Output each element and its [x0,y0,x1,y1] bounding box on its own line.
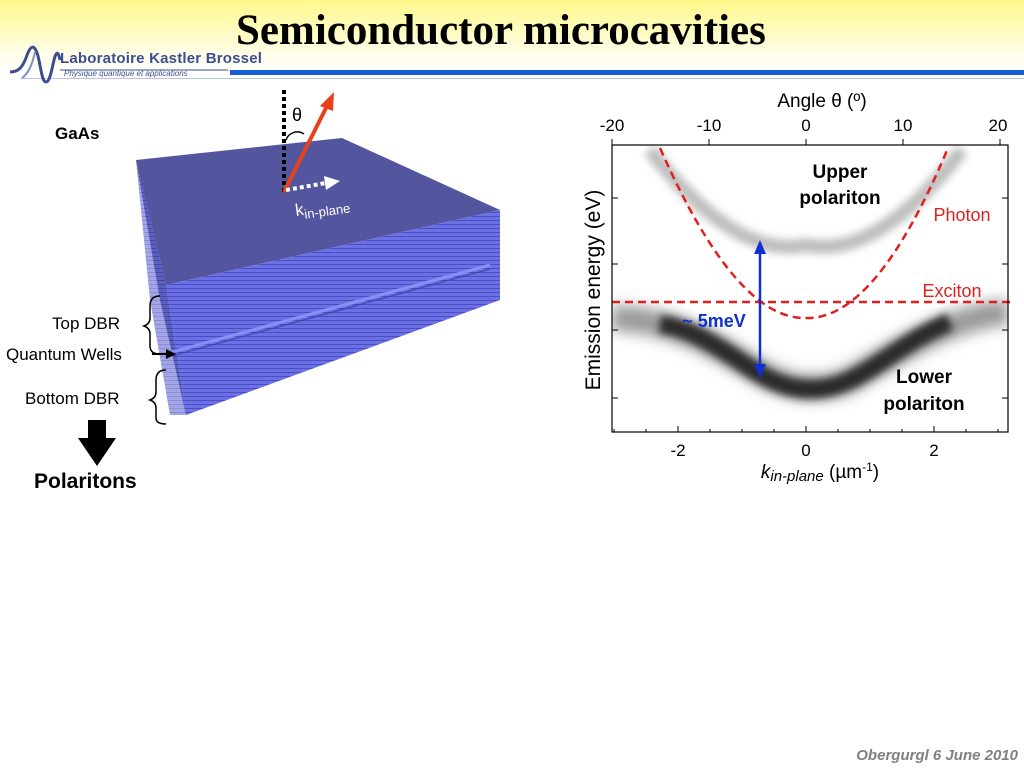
top-axis-title: Angle θ (º) [777,91,866,112]
theta-label: θ [292,105,302,125]
splitting-label: ~ 5meV [682,311,746,331]
lkb-wave-logo-icon [9,45,228,84]
emission-arrow [282,103,330,193]
stack-top-face [136,138,500,285]
slide-title: Semiconductor microcavities [236,7,766,54]
exciton-label: Exciton [922,281,981,301]
upper-polariton-label: Upper [813,162,869,183]
top-tick-label: -10 [697,116,722,135]
logo-tagline: Physique quantique et applications [64,69,188,78]
bottom-tick-label: -2 [670,441,685,460]
lower-polariton-label: Lower [896,367,953,388]
footer: Obergurgl 6 June 2010 [856,747,1018,764]
down-arrow-icon [78,438,116,466]
polaritons-label: Polaritons [34,470,137,493]
photon-dispersion [658,147,950,320]
top-tick-label: 10 [894,116,913,135]
k-inplane-label: kin-plane [294,194,351,223]
photon-label: Photon [933,205,990,225]
logo-name: Laboratoire Kastler Brossel [60,50,263,67]
microcavity-diagram: θ kin-plane [78,90,500,466]
upper-polariton-band [644,145,968,254]
top-tick-label: 20 [989,116,1008,135]
lower-polariton-label: polariton [883,394,964,415]
upper-polariton-label: polariton [799,188,880,209]
header-rule [230,70,1024,75]
plot-frame [611,144,1009,433]
dbr-stack-face [166,210,500,415]
bottom-dbr-brace [147,369,167,425]
header-rule-thin [20,78,1024,79]
lower-polariton-band [658,313,954,399]
bottom-tick-label: 0 [801,441,810,460]
bottom-axis-title: kin-plane (µm-1) [761,460,879,485]
bottom-dbr-label: Bottom DBR [25,389,120,408]
quantum-well-layer [171,263,491,354]
bottom-axis-ticks [613,426,999,432]
quantum-wells-label: Quantum Wells [6,345,122,364]
down-arrow-shaft [88,420,106,440]
bottom-tick-label: 2 [929,441,938,460]
top-dbr-label: Top DBR [52,314,121,333]
top-axis-ticks [611,139,1001,145]
top-dbr-brace [141,295,161,355]
angle-arc [285,131,305,141]
material-label: GaAs [55,124,100,143]
top-tick-label: 0 [801,116,810,135]
top-tick-label: -20 [600,116,625,135]
left-axis-ticks [612,197,1008,399]
quantum-well-arrow [166,349,176,359]
header-band [0,0,1024,70]
y-axis-title: Emission energy (eV) [582,190,605,391]
